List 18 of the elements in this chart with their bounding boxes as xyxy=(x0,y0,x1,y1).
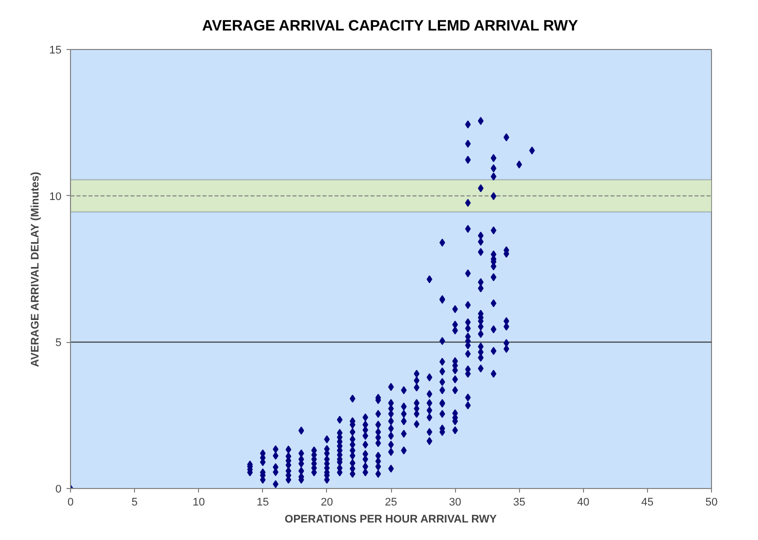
x-tick-label: 0 xyxy=(67,496,74,508)
x-axis-title: OPERATIONS PER HOUR ARRIVAL RWY xyxy=(284,514,498,526)
x-tick-label: 15 xyxy=(256,496,269,508)
x-tick-label: 20 xyxy=(320,496,334,508)
y-tick-label: 5 xyxy=(55,337,62,350)
y-tick-label: 10 xyxy=(49,190,62,203)
x-tick-label: 5 xyxy=(132,496,138,508)
x-tick-label: 50 xyxy=(705,496,718,508)
x-tick-label: 25 xyxy=(384,496,398,508)
chart-title: AVERAGE ARRIVAL CAPACITY LEMD ARRIVAL RWY xyxy=(202,18,578,34)
x-tick-label: 35 xyxy=(513,496,526,508)
y-tick-label: 0 xyxy=(55,484,62,496)
y-axis-title: AVERAGE ARRIVAL DELAY (Minutes) xyxy=(29,171,42,367)
y-tick-label: 15 xyxy=(49,44,62,56)
x-tick-label: 10 xyxy=(192,496,205,508)
x-tick-label: 40 xyxy=(577,496,590,508)
x-tick-label: 45 xyxy=(641,496,654,508)
x-tick-label: 30 xyxy=(448,496,462,508)
